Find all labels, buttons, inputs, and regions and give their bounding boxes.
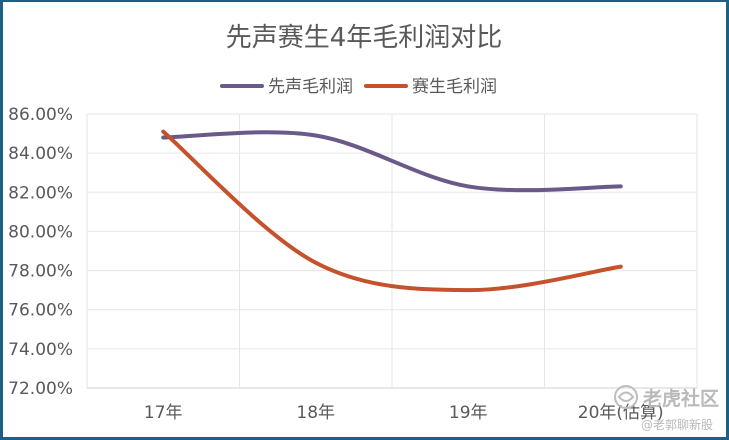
y-tick-label: 80.00%: [8, 222, 73, 242]
series-lines: [161, 129, 623, 293]
chart-title: 先声赛生4年毛利润对比: [226, 23, 503, 53]
y-tick-label: 84.00%: [8, 144, 73, 164]
y-tick-label: 72.00%: [8, 379, 73, 399]
y-axis-ticks: 72.00% 74.00% 76.00% 78.00% 80.00% 82.00% 84.0…: [8, 105, 73, 399]
y-tick-label: 76.00%: [8, 301, 73, 321]
watermark-handle: @老郭聊新股: [641, 417, 713, 432]
watermark: 老虎社区 @老郭聊新股: [614, 385, 719, 432]
legend-label-2: 赛生毛利润: [412, 76, 497, 97]
x-axis-ticks: 17年 18年 19年 20年(估算): [144, 403, 664, 423]
series-line-1: [161, 130, 623, 193]
x-tick-label: 18年: [296, 403, 335, 423]
y-tick-label: 82.00%: [8, 183, 73, 203]
y-tick-label: 74.00%: [8, 340, 73, 360]
gridlines: [86, 113, 698, 389]
legend-label-1: 先声毛利润: [268, 77, 353, 97]
tiger-logo-icon: [614, 385, 638, 409]
watermark-logo-text: 老虎社区: [643, 387, 719, 410]
x-tick-label: 19年: [449, 403, 488, 423]
x-tick-label: 20年(估算): [578, 403, 664, 423]
y-tick-label: 78.00%: [8, 262, 73, 282]
series-line-2: [161, 129, 623, 293]
y-tick-label: 86.00%: [8, 105, 73, 125]
x-tick-label: 17年: [144, 403, 183, 423]
legend: 先声毛利润 赛生毛利润: [220, 76, 497, 97]
